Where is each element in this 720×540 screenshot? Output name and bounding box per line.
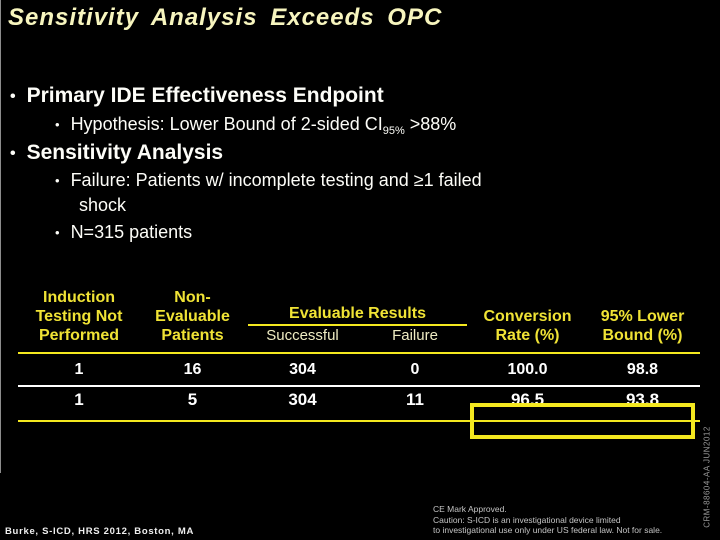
bullet-icon <box>55 222 60 243</box>
left-edge-line <box>0 0 1 473</box>
hypothesis-text: Hypothesis: Lower Bound of 2-sided CI <box>70 114 383 134</box>
table-divider-bottom <box>18 420 700 422</box>
regulatory-line: to investigational use only under US fed… <box>433 525 663 535</box>
col-header-lower-bound: 95% Lower Bound (%) <box>600 308 685 344</box>
regulatory-line: Caution: S-ICD is an investigational dev… <box>433 514 621 525</box>
bullet-icon <box>55 114 60 137</box>
cell-r2-failure: 11 <box>406 390 424 409</box>
sub-header-row: Successful Failure <box>245 326 470 345</box>
cell-r1-lower-bound: 98.8 <box>626 360 659 378</box>
cell-r1-conversion-rate: 100.0 <box>507 360 548 378</box>
table-header-row: Induction Testing Not Performed Non- Eva… <box>18 288 700 345</box>
slide-title: Sensitivity Analysis Exceeds OPC <box>8 4 443 31</box>
bullet-hypothesis-label: Hypothesis: Lower Bound of 2-sided CI95%… <box>71 114 457 137</box>
group-header-label: Evaluable Results <box>289 305 426 322</box>
col-header-non-evaluable: Non- Evaluable Patients <box>155 289 230 344</box>
bullet-hypothesis: Hypothesis: Lower Bound of 2-sided CI95%… <box>55 114 457 137</box>
sub-header-failure: Failure <box>392 327 438 344</box>
bullet-sensitivity-analysis: Sensitivity Analysis <box>10 141 223 165</box>
bullet-failure-definition: Failure: Patients w/ incomplete testing … <box>55 170 482 191</box>
cell-r2-non-evaluable: 5 <box>187 390 198 409</box>
cell-r1-induction: 1 <box>74 360 84 378</box>
cell-r1-failure: 0 <box>410 360 420 378</box>
group-header-underline <box>248 324 467 326</box>
col-header-conversion-rate: Conversion Rate (%) <box>483 308 572 344</box>
table-divider-top <box>18 352 700 354</box>
regulatory-text: CE Mark Approved. Caution: S-ICD is an i… <box>433 504 662 536</box>
cell-r2-induction: 1 <box>74 390 84 409</box>
cell-r1-non-evaluable: 16 <box>183 360 202 378</box>
hypothesis-subscript: 95% <box>382 125 405 137</box>
table-row: 1 16 304 0 100.0 98.8 <box>18 354 700 385</box>
document-code-vertical: CRM-88604-AA JUN2012 <box>702 426 712 528</box>
bullet-n-patients: N=315 patients <box>55 222 193 243</box>
bullet-primary-endpoint: Primary IDE Effectiveness Endpoint <box>10 84 384 108</box>
failure-definition-line2: shock <box>79 195 127 215</box>
bullet-icon <box>10 84 16 108</box>
hypothesis-threshold: >88% <box>404 114 457 134</box>
sub-header-successful: Successful <box>266 327 339 344</box>
cell-r2-successful: 304 <box>288 390 317 409</box>
col-group-evaluable-results: Evaluable Results Successful Failure <box>245 304 470 345</box>
n-patients-label: N=315 patients <box>70 222 193 242</box>
bullet-failure-definition-cont: shock <box>55 195 126 216</box>
citation-text: Burke, S-ICD, HRS 2012, Boston, MA <box>5 526 195 537</box>
bullet-sensitivity-label: Sensitivity Analysis <box>26 141 224 164</box>
bullet-primary-endpoint-label: Primary IDE Effectiveness Endpoint <box>26 84 384 107</box>
regulatory-line: CE Mark Approved. <box>433 504 507 514</box>
col-header-induction: Induction Testing Not Performed <box>35 289 123 344</box>
table-divider-middle <box>18 385 700 387</box>
failure-definition-line1: Failure: Patients w/ incomplete testing … <box>70 170 482 190</box>
results-table: Induction Testing Not Performed Non- Eva… <box>18 288 700 422</box>
bullet-icon <box>55 170 60 191</box>
cell-r1-successful: 304 <box>289 360 316 378</box>
bullet-icon <box>10 141 16 165</box>
